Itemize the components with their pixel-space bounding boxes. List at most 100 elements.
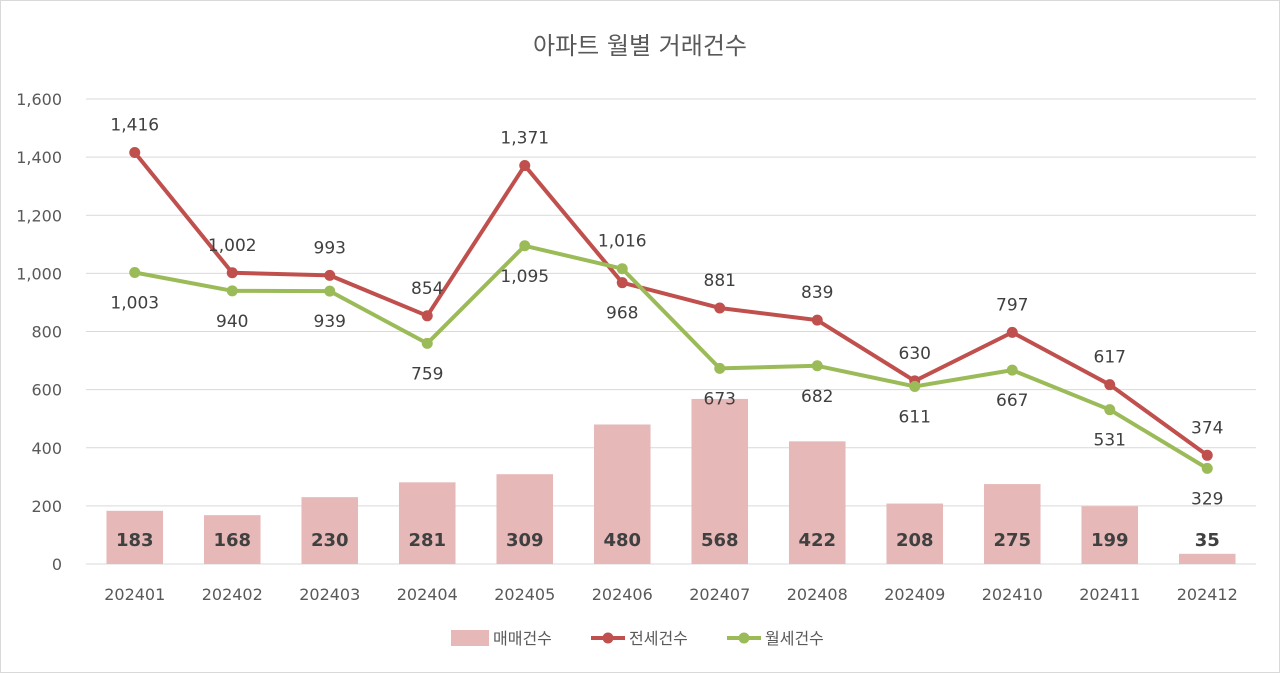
bar	[1081, 506, 1139, 564]
bar-data-label: 275	[993, 530, 1031, 551]
bar-data-label: 281	[408, 530, 446, 551]
bar	[203, 515, 261, 564]
series-marker	[421, 310, 433, 322]
x-tick-label: 202406	[592, 585, 653, 604]
series-marker	[324, 285, 336, 297]
line-data-label: 1,371	[500, 129, 549, 149]
line-data-label: 630	[899, 344, 931, 364]
series-marker	[129, 146, 141, 158]
bar	[398, 482, 456, 564]
series-marker	[1006, 326, 1018, 338]
bar	[788, 441, 846, 564]
x-tick-label: 202404	[397, 585, 458, 604]
x-tick-label: 202403	[299, 585, 360, 604]
bar-data-label: 480	[603, 530, 641, 551]
series-marker	[324, 269, 336, 281]
legend-label: 월세건수	[765, 629, 824, 648]
series-marker	[226, 267, 238, 279]
x-tick-label: 202410	[982, 585, 1043, 604]
legend-swatch-marker	[738, 632, 750, 644]
x-tick-label: 202407	[689, 585, 750, 604]
line-data-label: 1,416	[110, 115, 159, 135]
line-data-label: 1,016	[598, 232, 647, 252]
bar-data-label: 422	[798, 530, 836, 551]
series-marker	[519, 240, 531, 252]
y-tick-label: 200	[31, 497, 62, 516]
series-marker	[909, 380, 921, 392]
line-data-label: 839	[801, 283, 833, 303]
y-tick-label: 800	[31, 323, 62, 342]
y-tick-label: 400	[31, 439, 62, 458]
y-tick-label: 1,000	[16, 264, 62, 283]
bar-data-label: 208	[896, 530, 934, 551]
line-data-label: 993	[314, 238, 346, 258]
chart-title: 아파트 월별 거래건수	[533, 32, 747, 60]
bar-data-label: 199	[1091, 530, 1129, 551]
bar-data-label: 168	[213, 530, 251, 551]
bar-data-label: 230	[311, 530, 349, 551]
series-marker	[1201, 462, 1213, 474]
line-data-label: 759	[411, 364, 443, 384]
y-tick-label: 1,400	[16, 148, 62, 167]
series-marker	[1201, 449, 1213, 461]
x-tick-label: 202401	[104, 585, 165, 604]
line-data-label: 1,095	[500, 267, 549, 287]
line-data-label: 682	[801, 387, 833, 407]
y-tick-label: 1,600	[16, 90, 62, 109]
bar	[691, 398, 749, 564]
legend-label: 매매건수	[493, 629, 552, 648]
line-data-label: 374	[1191, 418, 1223, 438]
y-tick-label: 0	[52, 555, 62, 574]
line-data-label: 797	[996, 295, 1028, 315]
bar	[106, 510, 164, 564]
series-marker	[811, 360, 823, 372]
series-marker	[129, 267, 141, 279]
series-line	[132, 243, 1210, 471]
x-tick-label: 202405	[494, 585, 555, 604]
series-marker	[616, 277, 628, 289]
line-data-label: 881	[704, 271, 736, 291]
series-marker	[1006, 364, 1018, 376]
x-tick-label: 202409	[884, 585, 945, 604]
series-marker	[714, 302, 726, 314]
legend-swatch-marker	[602, 632, 614, 644]
series-marker	[616, 263, 628, 275]
series-marker	[1104, 404, 1116, 416]
series-line	[132, 150, 1210, 458]
line-data-label: 1,002	[208, 236, 257, 256]
legend-label: 전세건수	[629, 629, 688, 648]
bar	[593, 424, 651, 564]
bar-data-label: 35	[1195, 530, 1220, 551]
bar-data-label: 568	[701, 530, 739, 551]
series-marker	[519, 160, 531, 172]
bar	[301, 497, 359, 564]
series-marker	[714, 362, 726, 374]
y-tick-label: 1,200	[16, 206, 62, 225]
line-data-label: 611	[899, 407, 931, 427]
series-marker	[421, 337, 433, 349]
bar	[1178, 553, 1236, 564]
y-tick-label: 600	[31, 381, 62, 400]
series-marker	[1104, 379, 1116, 391]
x-tick-label: 202402	[202, 585, 263, 604]
bar-data-label: 309	[506, 530, 544, 551]
bar	[886, 503, 944, 564]
line-data-label: 531	[1094, 431, 1126, 451]
series-marker	[811, 314, 823, 326]
line-data-label: 968	[606, 304, 638, 324]
line-data-label: 939	[314, 312, 346, 332]
line-data-label: 329	[1191, 489, 1223, 509]
line-data-label: 854	[411, 279, 443, 299]
line-data-label: 667	[996, 391, 1028, 411]
line-data-label: 673	[704, 389, 736, 409]
bar	[983, 484, 1041, 564]
x-tick-label: 202408	[787, 585, 848, 604]
x-tick-label: 202411	[1079, 585, 1140, 604]
line-data-label: 940	[216, 312, 248, 332]
bar-data-label: 183	[116, 530, 154, 551]
x-tick-label: 202412	[1177, 585, 1238, 604]
series-marker	[226, 285, 238, 297]
legend-swatch-bar	[451, 630, 489, 646]
line-data-label: 1,003	[110, 294, 159, 314]
